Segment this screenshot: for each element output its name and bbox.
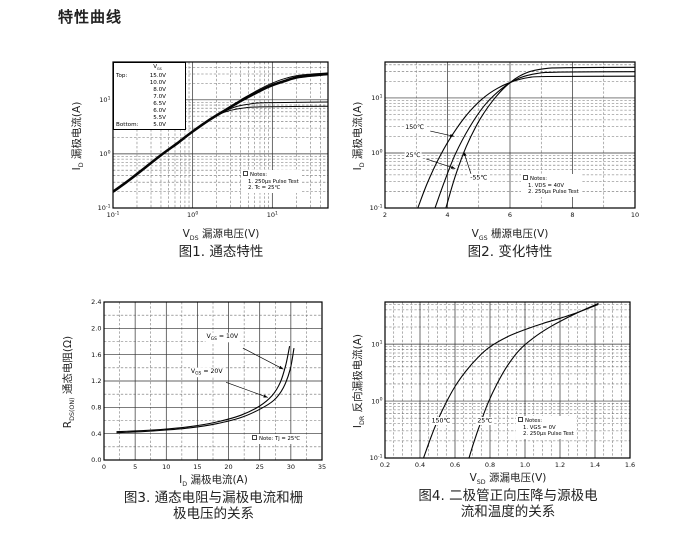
figure-1: ID 漏极电流(A) 10-1 100 101 10-1 100 101 VGS Top:… xyxy=(55,50,340,225)
fig1-caption: VDS 漏源电压(V) 图1. 通态特性 xyxy=(113,226,329,260)
svg-text:2.4: 2.4 xyxy=(91,298,101,306)
svg-text:150℃: 150℃ xyxy=(405,124,424,131)
notes-line: 1. VGS = 0V xyxy=(523,424,556,431)
notes-line: 2. 250μs Pulse Test xyxy=(523,431,574,438)
svg-text:100: 100 xyxy=(371,149,382,158)
figure-2: ID 漏极电流(A) 2 4 6 8 10 10-1 100 101 150℃ 25℃ -55℃ N… xyxy=(340,50,650,225)
notes-line: Notes: xyxy=(518,417,574,425)
svg-text:101: 101 xyxy=(267,210,278,219)
legend-row: Bottom: 5.0V xyxy=(116,122,166,129)
svg-text:1.6: 1.6 xyxy=(625,461,635,469)
fig4-plot-svg: 0.2 0.4 0.6 0.8 1.0 1.2 1.4 1.6 10-1 100 101 150℃ 25… xyxy=(370,301,635,469)
fig3-notes: Note: Tj = 25℃ xyxy=(250,434,303,444)
notes-line: Notes: xyxy=(243,171,299,179)
svg-text:8: 8 xyxy=(570,211,574,219)
fig2-caption: VGS 栅源电压(V) 图2. 变化特性 xyxy=(385,226,635,260)
fig2-notes: Notes: 1. VDS = 40V 2. 250μs Pulse Test xyxy=(521,174,581,197)
svg-text:35: 35 xyxy=(318,463,326,471)
notes-marker-icon xyxy=(523,175,528,180)
svg-text:6: 6 xyxy=(508,211,512,219)
legend-row: 8.0V xyxy=(153,87,166,94)
notes-line: 2. Tc = 25℃ xyxy=(248,185,281,192)
notes-line: 1. VDS = 40V xyxy=(528,182,564,189)
fig1-title: 图1. 通态特性 xyxy=(178,244,264,261)
svg-text:25℃: 25℃ xyxy=(477,418,492,425)
legend-row: Top: 15.0V xyxy=(116,73,166,80)
svg-text:2.0: 2.0 xyxy=(91,325,101,333)
svg-text:10-1: 10-1 xyxy=(370,454,383,463)
svg-text:30: 30 xyxy=(287,463,295,471)
notes-marker-icon xyxy=(518,417,523,422)
svg-text:0.8: 0.8 xyxy=(91,404,101,412)
notes-line: Note: Tj = 25℃ xyxy=(252,435,300,443)
fig2-x-axis-label: VGS 栅源电压(V) xyxy=(471,228,549,243)
fig2-plot-svg: 2 4 6 8 10 10-1 100 101 150℃ 25℃ -55℃ xyxy=(370,61,639,219)
svg-text:10: 10 xyxy=(162,463,170,471)
notes-marker-icon xyxy=(243,171,248,176)
legend-row: 10.0V xyxy=(149,80,166,87)
fig3-plot-svg: 0 5 10 15 20 25 30 35 0.0 0.4 0.8 1.2 1.6 2.0 2.4 VGS =… xyxy=(91,298,326,471)
svg-text:VGS = 10V: VGS = 10V xyxy=(207,333,239,342)
notes-line: Notes: xyxy=(523,175,579,183)
svg-text:100: 100 xyxy=(187,210,198,219)
fig1-plot-svg: 10-1 100 101 10-1 100 101 xyxy=(98,61,329,219)
fig3-x-axis-label: ID 漏极电流(A) xyxy=(179,474,248,489)
legend-row: 5.5V xyxy=(153,115,166,122)
svg-text:1.2: 1.2 xyxy=(555,461,565,469)
svg-text:25: 25 xyxy=(256,463,264,471)
svg-text:10-1: 10-1 xyxy=(370,204,383,213)
notes-line: 2. 250μs Pulse Test xyxy=(528,189,579,196)
svg-text:20: 20 xyxy=(224,463,232,471)
svg-text:15: 15 xyxy=(193,463,201,471)
fig1-notes: Notes: 1. 250μs Pulse Test 2. Tc = 25℃ xyxy=(241,170,301,193)
svg-text:1.2: 1.2 xyxy=(91,377,101,385)
svg-text:1.0: 1.0 xyxy=(520,461,530,469)
svg-text:0: 0 xyxy=(102,463,106,471)
fig3-caption: ID 漏极电流(A) 图3. 通态电阻与漏极电流和栅 极电压的关系 xyxy=(104,472,323,522)
legend-row: 6.0V xyxy=(153,108,166,115)
fig4-x-axis-label: VSD 源漏电压(V) xyxy=(469,472,547,487)
fig4-title: 图4. 二极管正向压降与源极电 xyxy=(418,488,598,505)
svg-text:101: 101 xyxy=(371,94,382,103)
figure-4: IDR 反向漏极电流(A) 0.2 0.4 0.6 0.8 1.0 1.2 1.4 1.6 10… xyxy=(340,290,645,474)
svg-text:10: 10 xyxy=(631,211,639,219)
fig4-notes: Notes: 1. VGS = 0V 2. 250μs Pulse Test xyxy=(516,416,576,439)
figure-3: RDS(ON) 通态电阻(Ω) 0 5 10 15 20 25 30 35 0.0 0.4 0.8 1… xyxy=(55,290,345,476)
fig3-title-line2: 极电压的关系 xyxy=(173,506,254,523)
svg-text:1.4: 1.4 xyxy=(590,461,600,469)
svg-text:0.8: 0.8 xyxy=(485,461,495,469)
legend-header: VGS xyxy=(153,64,162,72)
fig2-title: 图2. 变化特性 xyxy=(467,244,553,261)
notes-marker-icon xyxy=(252,435,257,440)
legend-row: 7.0V xyxy=(153,94,166,101)
fig4-caption: VSD 源漏电压(V) 图4. 二极管正向压降与源极电 流和温度的关系 xyxy=(385,470,631,520)
fig1-vgs-legend: VGS Top: 15.0V 10.0V 8.0V 7.0V 6.5V 6.0V … xyxy=(113,62,186,130)
svg-text:VGS = 20V: VGS = 20V xyxy=(191,368,223,377)
svg-text:2: 2 xyxy=(383,211,387,219)
svg-text:25℃: 25℃ xyxy=(406,152,421,159)
svg-text:101: 101 xyxy=(99,95,110,104)
fig3-title: 图3. 通态电阻与漏极电流和栅 xyxy=(123,490,304,507)
svg-text:150℃: 150℃ xyxy=(432,418,451,425)
svg-text:10-1: 10-1 xyxy=(98,204,111,213)
fig1-x-axis-label: VDS 漏源电压(V) xyxy=(182,228,260,243)
svg-text:100: 100 xyxy=(371,397,382,406)
fig4-title-line2: 流和温度的关系 xyxy=(460,504,556,521)
svg-text:0.4: 0.4 xyxy=(415,461,425,469)
svg-text:-55℃: -55℃ xyxy=(470,174,487,181)
svg-text:101: 101 xyxy=(371,340,382,349)
svg-text:4: 4 xyxy=(445,211,449,219)
svg-text:0.6: 0.6 xyxy=(450,461,460,469)
legend-row: 6.5V xyxy=(153,101,166,108)
notes-line: 1. 250μs Pulse Test xyxy=(248,178,299,185)
svg-text:5: 5 xyxy=(133,463,137,471)
svg-text:0.4: 0.4 xyxy=(91,430,101,438)
svg-text:0.2: 0.2 xyxy=(380,461,390,469)
svg-text:1.6: 1.6 xyxy=(91,351,101,359)
page-title: 特性曲线 xyxy=(58,8,123,26)
svg-text:10-1: 10-1 xyxy=(107,210,120,219)
svg-text:0.0: 0.0 xyxy=(91,456,101,464)
svg-text:100: 100 xyxy=(99,150,110,159)
